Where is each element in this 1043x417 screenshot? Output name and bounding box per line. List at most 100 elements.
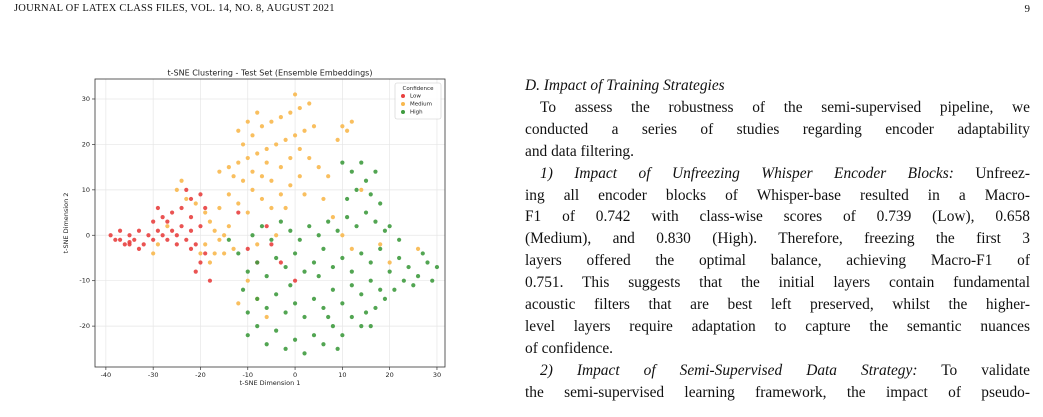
text-line: 1) Impact of Unfreezing Whisper Encoder … <box>525 163 1030 185</box>
legend-label: Low <box>410 94 421 100</box>
point <box>245 310 250 315</box>
point <box>155 228 161 233</box>
point <box>292 278 298 283</box>
point <box>240 178 246 183</box>
point <box>335 228 340 233</box>
point <box>330 287 336 292</box>
y-tick-label: 10 <box>82 186 90 194</box>
point <box>321 246 326 251</box>
point <box>245 246 250 251</box>
plot-frame <box>94 78 446 368</box>
text-line: conducted a series of studies regarding … <box>525 120 1030 138</box>
section-heading: D. Impact of Training Strategies <box>525 77 725 94</box>
point <box>179 178 184 183</box>
text-line: To assess the robustness of the semi-sup… <box>540 99 1030 116</box>
text-line: and data filtering. <box>525 142 634 160</box>
point <box>297 174 302 179</box>
point <box>146 233 151 238</box>
point <box>274 233 279 238</box>
point <box>250 233 255 238</box>
point <box>203 205 208 211</box>
point <box>113 237 118 242</box>
point <box>321 342 326 347</box>
point <box>193 269 198 274</box>
point <box>382 296 388 301</box>
point <box>165 219 170 224</box>
point <box>307 224 312 229</box>
text-line: 0.751. This suggests that the initial la… <box>525 274 1030 292</box>
text-span: Unfreez- <box>975 164 1030 182</box>
point <box>226 165 231 170</box>
point <box>283 310 288 315</box>
point <box>335 137 340 142</box>
point <box>250 187 255 192</box>
point <box>245 269 250 274</box>
point <box>217 169 222 174</box>
point <box>354 224 359 229</box>
point <box>283 205 288 211</box>
point <box>259 196 265 202</box>
point <box>217 205 222 211</box>
point <box>269 119 274 124</box>
point <box>184 237 189 242</box>
point <box>340 233 345 238</box>
point <box>240 142 246 147</box>
point <box>288 110 293 115</box>
point <box>236 160 241 165</box>
point <box>292 92 298 97</box>
point <box>240 287 246 292</box>
point <box>155 205 161 211</box>
point <box>259 174 265 179</box>
x-axis-label: t-SNE Dimension 1 <box>240 379 301 387</box>
point <box>316 233 321 238</box>
point <box>269 237 274 242</box>
point <box>292 133 298 138</box>
point <box>373 219 378 224</box>
point <box>406 264 411 270</box>
point <box>278 115 283 120</box>
point <box>179 205 184 211</box>
text-line: ing all encoder blocks of Whisper-base r… <box>525 186 1030 204</box>
point <box>132 237 137 242</box>
text-line: layers offered the optimal balance, achi… <box>525 252 1030 270</box>
point <box>344 214 350 220</box>
point <box>222 233 227 238</box>
legend-marker <box>401 110 405 114</box>
point <box>269 205 274 211</box>
point <box>236 301 241 306</box>
point <box>359 292 364 297</box>
page-number: 9 <box>1024 3 1031 15</box>
point <box>363 310 369 315</box>
point <box>420 251 425 256</box>
point <box>359 324 364 329</box>
point <box>184 187 189 192</box>
point <box>198 260 203 265</box>
point <box>217 237 222 242</box>
point <box>226 192 231 197</box>
point <box>354 187 359 192</box>
point <box>207 260 213 265</box>
point <box>226 237 231 242</box>
point <box>378 242 383 247</box>
point <box>340 333 345 338</box>
point <box>349 119 354 124</box>
point <box>283 346 288 351</box>
legend-title: Confidence <box>403 86 435 92</box>
x-tick-label: 10 <box>338 371 346 379</box>
point <box>203 242 208 247</box>
legend-marker <box>401 94 405 98</box>
point <box>302 128 307 133</box>
point <box>264 305 269 311</box>
figure: t-SNE Clustering - Test Set (Ensemble Em… <box>62 69 446 387</box>
point <box>169 210 175 215</box>
point <box>278 165 283 170</box>
point <box>136 228 142 233</box>
point <box>401 278 406 283</box>
point <box>311 124 317 129</box>
point <box>344 196 350 202</box>
point <box>136 246 142 251</box>
point <box>188 196 194 202</box>
y-tick-label: 30 <box>82 95 90 103</box>
point <box>359 187 364 192</box>
point <box>207 219 213 224</box>
